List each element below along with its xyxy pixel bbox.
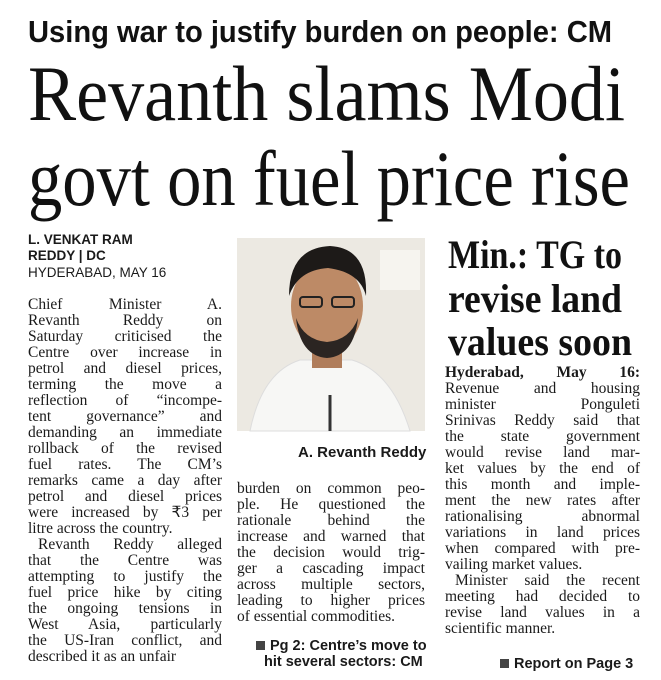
body-line: this month and imple- [445, 476, 640, 493]
jump-text: hit several sectors: CM [264, 654, 423, 670]
body-line: of essential commodities. [237, 608, 395, 625]
body-line: litre across the country. [28, 520, 173, 537]
body-line: demanding an immediate [28, 424, 222, 441]
body-line: ment the new rates after [445, 492, 640, 509]
body-line: terming the move a [28, 376, 222, 393]
body-line: the ongoing tensions in [28, 600, 222, 617]
body-line: increase and warned that [237, 528, 425, 545]
body-line: Saturday criticised the [28, 328, 222, 345]
kicker: Using war to justify burden on people: C… [28, 14, 612, 49]
body-line: scientific manner. [445, 620, 556, 637]
byline: L. VENKAT RAM [28, 232, 133, 247]
body-line: Revanth Reddy on [28, 312, 222, 329]
body-line: the decision would trig- [237, 544, 425, 561]
body-line: Srinivas Reddy said that [445, 412, 640, 429]
body-line: reflection of “incompe- [28, 392, 222, 409]
jump-text: Report on Page 3 [514, 656, 634, 672]
body-line: described it as an unfair [28, 648, 177, 665]
body-line: vailing market values. [445, 556, 583, 573]
photo [237, 238, 425, 432]
headline: govt on fuel price rise [28, 135, 630, 222]
photo-caption: A. Revanth Reddy [298, 444, 427, 461]
body-line: meeting had decided to [445, 588, 640, 605]
body-line: would revise land mar- [445, 444, 640, 461]
body-line: Chief Minister A. [28, 296, 222, 313]
body-line: revise land values in a [445, 604, 640, 621]
jump-text: Pg 2: Centre’s move to [270, 638, 427, 654]
body-line: variations in land prices [445, 524, 640, 541]
bullet [500, 659, 509, 668]
body-line: ger a cascading impact [237, 560, 425, 577]
body-line: minister Ponguleti [445, 396, 640, 413]
side-jump: Report on Page 3 [500, 656, 633, 672]
body-line: rationale behind the [237, 512, 425, 529]
body-line: when compared with pre- [445, 540, 640, 557]
byline: REDDY | DC [28, 248, 106, 263]
body-line: leading to higher prices [237, 592, 425, 609]
body-line: across multiple sectors, [237, 576, 425, 593]
body-line: fuel price hike by citing [28, 584, 222, 601]
body-line: the state government [445, 428, 640, 445]
body-line: ket values by the end of [445, 460, 640, 477]
side-dateline: Hyderabad, May 16: [445, 364, 640, 381]
body-line: fuel rates. The CM’s [28, 456, 222, 473]
body-line: rollback of the revised [28, 440, 222, 457]
body-line: petrol and diesel prices [28, 488, 222, 505]
body-line: rationalising abnormal [445, 508, 640, 525]
jump-box: Pg 2: Centre’s move to hit several secto… [256, 638, 427, 670]
body-line: the US-Iran conflict, and [28, 632, 222, 649]
body-line: Revanth Reddy alleged [38, 536, 222, 553]
body-line: ple. He questioned the [237, 496, 425, 513]
headline: Revanth slams Modi [28, 50, 625, 137]
side-headline: revise land [448, 276, 622, 321]
side-headline: Min.: TG to [448, 232, 622, 277]
body-line: Revenue and housing [445, 380, 640, 397]
bullet [256, 641, 265, 650]
body-line: burden on common peo- [237, 480, 425, 497]
body-line: petrol and diesel prices, [28, 360, 222, 377]
body-line: tent governance” and [28, 408, 222, 425]
body-line: were increased by ₹3 per [28, 504, 222, 521]
body-line: that the Centre was [28, 552, 222, 569]
body-line: Centre over increase in [28, 344, 222, 361]
body-line: attempting to justify the [28, 568, 222, 585]
side-headline: values soon [448, 319, 632, 364]
body-line: Minister said the recent [455, 572, 640, 589]
body-line: remarks came a day after [28, 472, 222, 489]
jump-line: Pg 2: Centre’s move to [256, 638, 427, 654]
body-line: West Asia, particularly [28, 616, 222, 633]
dateline: HYDERABAD, MAY 16 [28, 265, 167, 280]
